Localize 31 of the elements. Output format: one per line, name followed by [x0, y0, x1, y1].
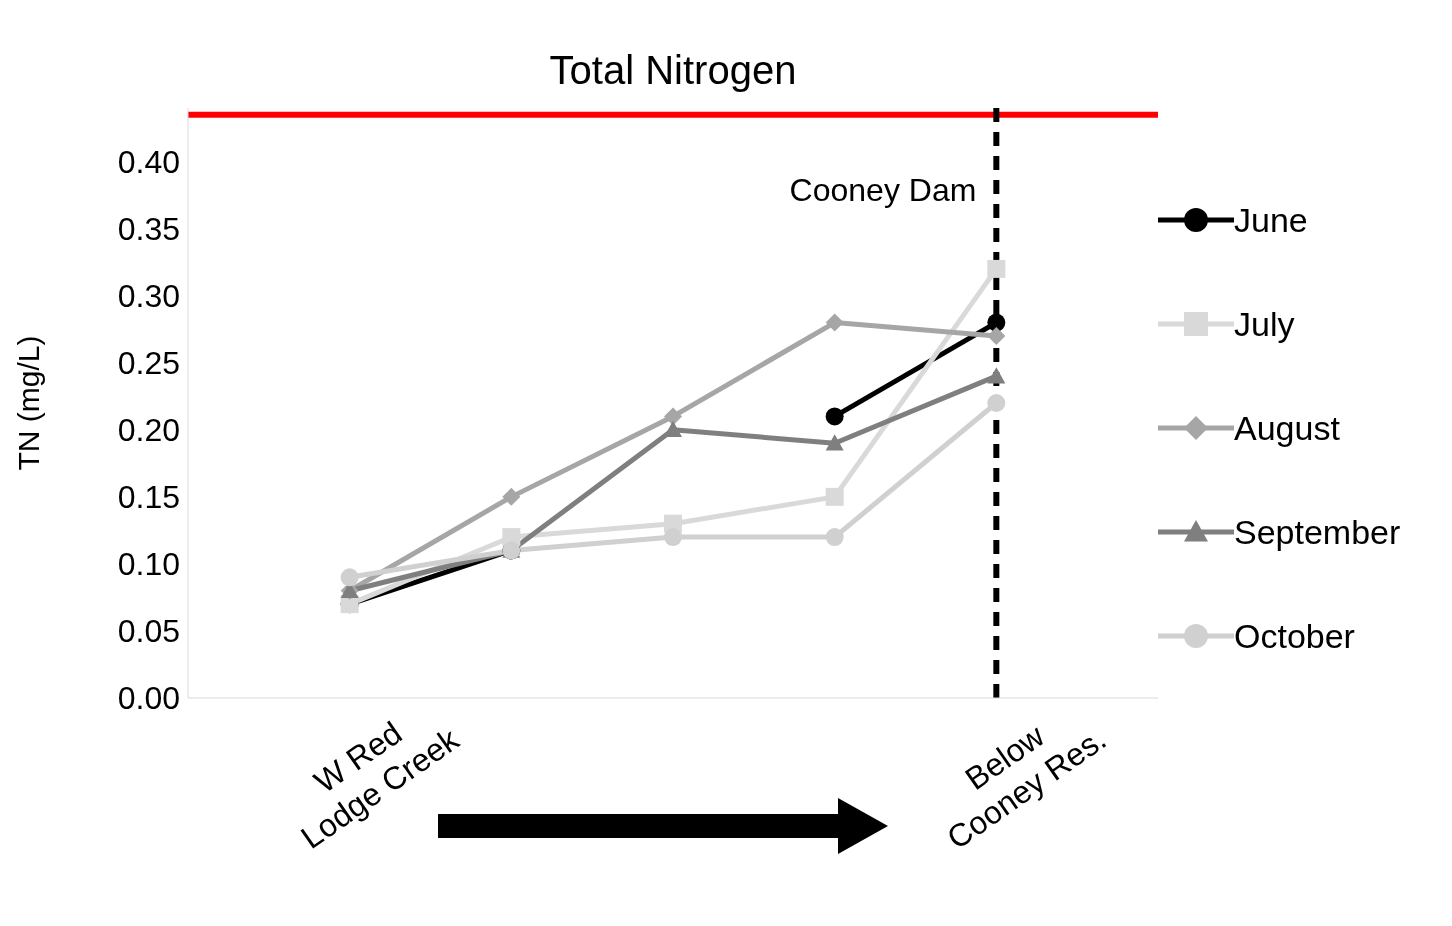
legend-label: July — [1234, 304, 1295, 344]
legend-label: June — [1234, 200, 1308, 240]
point — [987, 326, 1006, 345]
point — [987, 259, 1006, 278]
legend-label: October — [1234, 616, 1355, 656]
y-tick-label: 0.35 — [117, 211, 180, 248]
point — [340, 568, 359, 587]
y-tick-label: 0.40 — [117, 144, 180, 180]
point — [825, 434, 844, 451]
y-tick-label: 0.25 — [117, 345, 180, 382]
point — [664, 528, 682, 547]
y-tick-label: 0.00 — [117, 680, 180, 717]
legend-label: September — [1234, 512, 1401, 552]
point — [987, 394, 1006, 412]
y-tick-label: 0.05 — [117, 613, 180, 650]
point — [825, 528, 844, 547]
point — [987, 367, 1006, 384]
point — [825, 487, 844, 506]
point — [664, 407, 682, 426]
y-axis-title: TN (mg/L) — [11, 335, 45, 471]
y-tick-label: 0.15 — [117, 479, 180, 516]
ref-line-label: Cooney Dam — [789, 171, 977, 208]
y-tick-label: 0.10 — [117, 546, 180, 583]
point — [502, 487, 521, 506]
point — [825, 313, 844, 332]
point — [987, 313, 1006, 332]
legend-label: August — [1234, 408, 1340, 448]
chart-title: Total Nitrogen — [548, 47, 798, 94]
point — [825, 407, 844, 426]
y-tick-label: 0.20 — [117, 412, 180, 449]
y-tick-label: 0.30 — [117, 278, 180, 315]
